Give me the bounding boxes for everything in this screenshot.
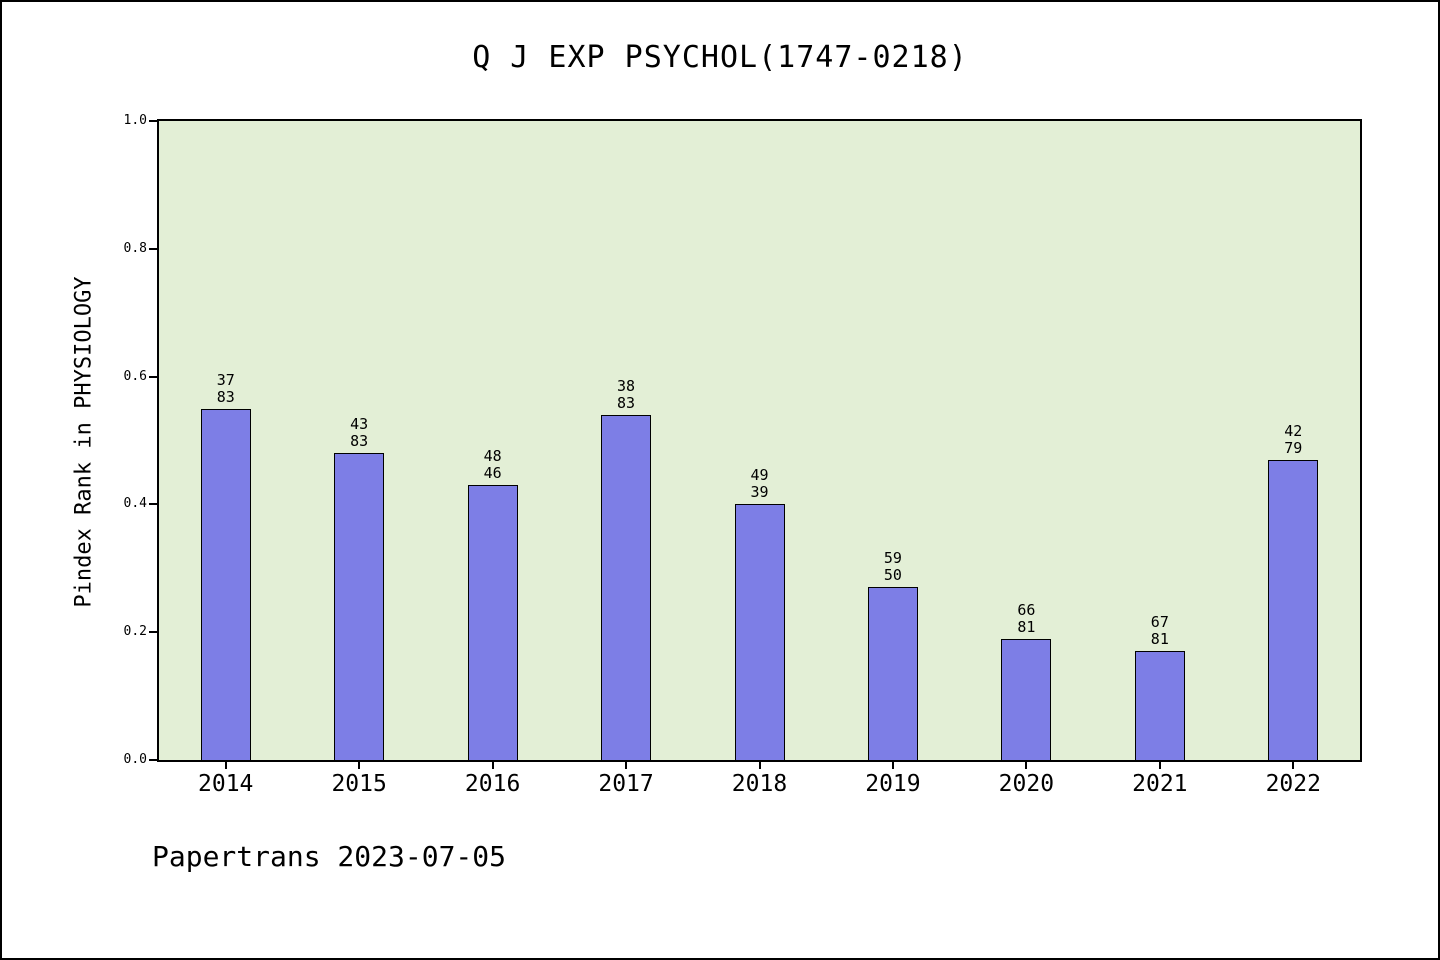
plot-area: 37 83 43 83 48 46 38 83 49 39 59 50 66 81 67 81 42 79 <box>157 119 1362 762</box>
y-tick-label: 0.6 <box>123 368 147 384</box>
bar-2020 <box>1001 639 1052 760</box>
bar-value-label: 37 83 <box>186 372 266 406</box>
bar-value-label: 38 83 <box>586 378 666 412</box>
bar-value-line: 48 <box>483 447 502 465</box>
bar-2017 <box>601 415 652 760</box>
bar-value-line: 38 <box>617 377 636 395</box>
x-tick <box>891 762 894 769</box>
bar-2018 <box>734 504 785 760</box>
y-tick-label: 0.2 <box>123 624 147 640</box>
bar-value-line: 83 <box>216 388 235 406</box>
y-tick <box>149 247 157 250</box>
y-tick <box>149 503 157 506</box>
bar-2022 <box>1268 460 1319 760</box>
bar-2014 <box>200 409 251 760</box>
bar-2016 <box>467 485 518 760</box>
bar-value-label: 43 83 <box>319 416 399 450</box>
chart-title: Q J EXP PSYCHOL(1747-0218) <box>472 40 968 75</box>
x-tick-label: 2020 <box>998 771 1055 797</box>
x-tick <box>758 762 761 769</box>
bar-value-label: 42 79 <box>1253 423 1333 457</box>
x-tick-label: 2014 <box>198 771 254 797</box>
x-tick <box>1025 762 1028 769</box>
bar-value-line: 39 <box>750 483 769 501</box>
x-tick <box>1158 762 1161 769</box>
y-axis-label: Pindex Rank in PHYSIOLOGY <box>71 276 97 608</box>
bar-value-line: 42 <box>1284 422 1303 440</box>
y-tick <box>149 120 157 122</box>
x-tick <box>1292 762 1295 769</box>
bar-value-label: 59 50 <box>853 550 933 584</box>
y-tick <box>149 759 157 761</box>
bar-value-label: 48 46 <box>453 448 533 482</box>
y-tick-label: 1.0 <box>123 113 147 128</box>
bar-value-line: 43 <box>350 415 369 433</box>
bar-value-line: 37 <box>216 371 235 389</box>
bar-2019 <box>867 587 918 760</box>
bar-value-line: 49 <box>750 466 769 484</box>
x-tick-label: 2015 <box>331 771 387 797</box>
bar-value-label: 67 81 <box>1120 614 1200 648</box>
bar-value-line: 46 <box>483 464 502 482</box>
bar-value-line: 67 <box>1150 613 1169 631</box>
x-tick <box>224 762 227 769</box>
bar-value-line: 81 <box>1017 618 1036 636</box>
bar-value-label: 66 81 <box>986 602 1066 636</box>
x-tick-label: 2019 <box>865 771 921 797</box>
x-tick <box>625 762 628 769</box>
x-tick-label: 2017 <box>598 771 654 797</box>
y-tick-label: 0.0 <box>123 752 147 767</box>
bar-value-line: 83 <box>350 432 369 450</box>
x-tick-label: 2021 <box>1132 771 1188 797</box>
footer-text: Papertrans 2023-07-05 <box>152 840 507 873</box>
x-tick <box>358 762 361 769</box>
bar-value-line: 83 <box>617 394 636 412</box>
bar-value-line: 50 <box>883 566 902 584</box>
y-tick-label: 0.4 <box>123 496 147 512</box>
bar-value-label: 49 39 <box>720 467 800 501</box>
bar-2015 <box>334 453 385 760</box>
y-tick <box>149 631 157 634</box>
bar-2021 <box>1134 651 1185 760</box>
y-tick-label: 0.8 <box>123 240 147 256</box>
bar-value-line: 59 <box>883 549 902 567</box>
x-tick-label: 2022 <box>1265 771 1321 797</box>
x-tick-label: 2016 <box>464 771 521 797</box>
bar-value-line: 66 <box>1017 601 1036 619</box>
y-tick <box>149 375 157 378</box>
x-tick <box>491 762 494 769</box>
x-tick-label: 2018 <box>731 771 788 797</box>
bar-value-line: 81 <box>1150 630 1169 648</box>
bar-value-line: 79 <box>1284 439 1303 457</box>
